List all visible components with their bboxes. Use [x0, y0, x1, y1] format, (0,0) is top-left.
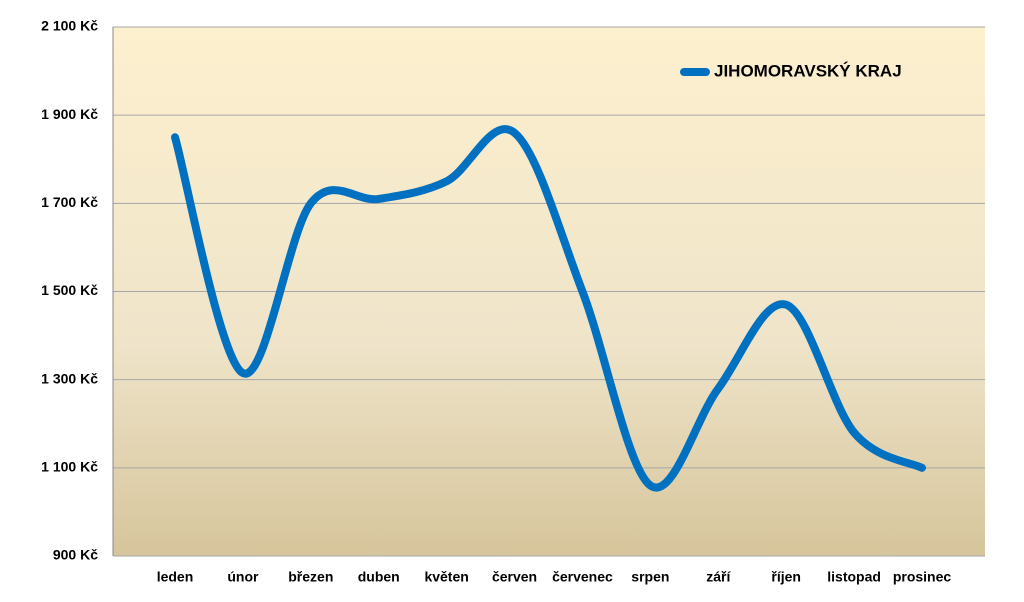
line — [171, 125, 926, 492]
x-tick-label: březen — [288, 569, 333, 585]
x-tick-label: červen — [492, 569, 537, 585]
x-tick-label: červenec — [552, 569, 613, 585]
x-tick-label: prosinec — [893, 569, 952, 585]
y-tick-label: 1 500 Kč — [41, 282, 98, 298]
x-tick-label: říjen — [771, 569, 801, 585]
y-tick-label: 1 700 Kč — [41, 194, 98, 210]
x-tick-label: srpen — [631, 569, 669, 585]
x-tick-label: únor — [227, 569, 259, 585]
legend-label: JIHOMORAVSKÝ KRAJ — [714, 61, 902, 80]
y-tick-label: 2 100 Kč — [41, 18, 98, 34]
x-tick-label: září — [706, 569, 731, 585]
y-tick-label: 1 900 Kč — [41, 106, 98, 122]
x-tick-label: duben — [358, 569, 400, 585]
x-tick-label: leden — [157, 569, 194, 585]
x-tick-label: květen — [424, 569, 468, 585]
y-tick-label: 1 100 Kč — [41, 459, 98, 475]
y-tick-label: 900 Kč — [53, 547, 98, 563]
x-tick-label: listopad — [827, 569, 881, 585]
y-tick-label: 1 300 Kč — [41, 370, 98, 386]
